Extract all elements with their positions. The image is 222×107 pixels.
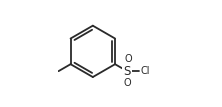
Text: S: S [123,65,131,78]
Text: O: O [123,78,131,88]
Text: Cl: Cl [141,66,150,76]
Text: O: O [124,54,132,64]
